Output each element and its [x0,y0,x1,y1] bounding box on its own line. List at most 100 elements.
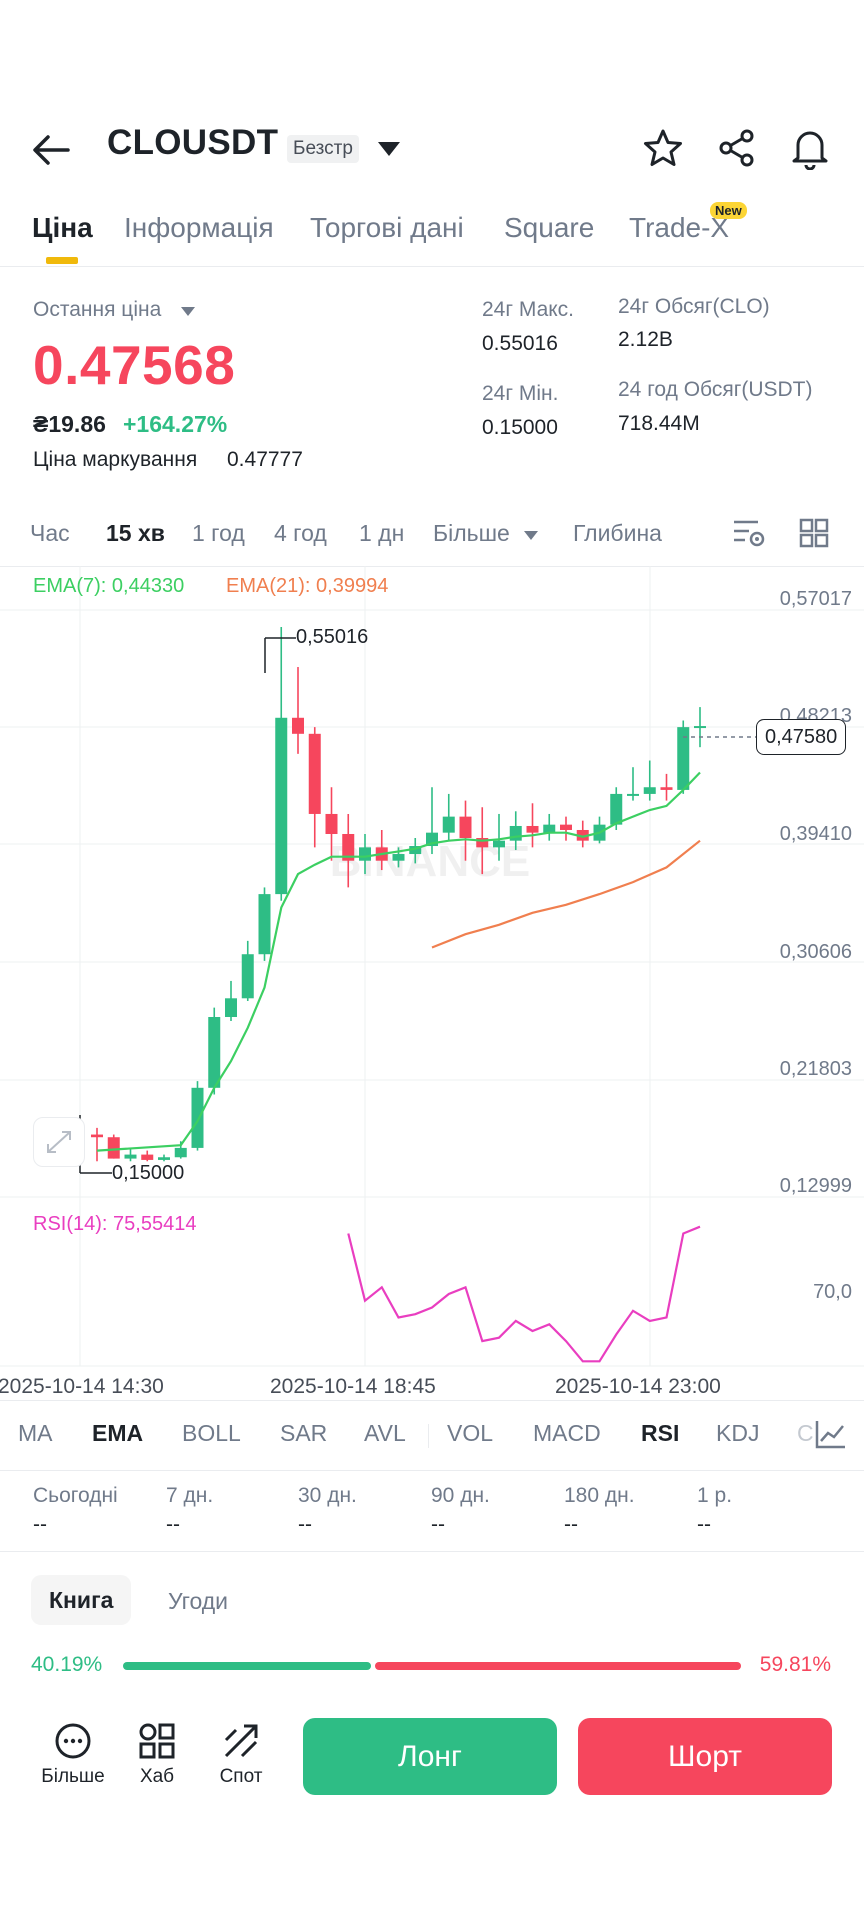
candle [208,1017,221,1088]
candle [543,824,556,833]
candle [225,998,237,1018]
perf-180d-label: 180 дн. [564,1484,635,1507]
last-price: 0.47568 [33,334,236,396]
high-marker-line [264,637,296,673]
timeframe-15m[interactable]: 15 хв [106,520,165,546]
candle [275,717,288,895]
high-24h-label: 24г Макс. [482,298,575,321]
tab-trading-data[interactable]: Торгові дані [310,212,464,243]
last-price-label[interactable]: Остання ціна [33,298,162,321]
mark-price-label: Ціна маркування [33,448,198,471]
timeframe-4h[interactable]: 4 год [274,520,327,546]
spot-icon[interactable] [222,1722,260,1765]
chart-grid [0,566,864,1367]
indicator-sar[interactable]: SAR [280,1420,328,1446]
volume-base-label: 24г Обсяг(CLO) [618,295,770,318]
low-24h-label: 24г Мін. [482,382,559,405]
indicator-kdj[interactable]: KDJ [716,1420,760,1446]
timeframe-1d[interactable]: 1 дн [359,520,405,546]
candle [359,847,371,861]
candle [141,1154,154,1160]
indicator-avl[interactable]: AVL [364,1420,406,1446]
candle [526,825,539,833]
timeframe-1h[interactable]: 1 год [192,520,245,546]
indicator-rsi[interactable]: RSI [641,1420,680,1446]
tab-price[interactable]: Ціна [32,212,93,243]
volume-quote: 718.44M [618,412,700,435]
ema21-line [431,839,701,949]
back-arrow-icon[interactable] [30,130,72,170]
candle [107,1137,120,1159]
high-marker: 0,55016 [296,626,369,648]
symbol-dropdown-icon[interactable] [376,140,402,163]
low-marker: 0,15000 [112,1162,185,1184]
timeframe-time[interactable]: Час [30,520,70,546]
perf-1y-label: 1 р. [697,1484,733,1507]
candles [91,626,706,1162]
contract-type-badge: Безстр [287,135,359,163]
spot-label[interactable]: Спот [219,1766,263,1787]
perf-90d-value: -- [431,1513,445,1536]
candle [576,829,589,841]
ema21-label: EMA(21): 0,39994 [226,575,389,597]
timeframe-more-caret-icon[interactable] [523,528,539,546]
more-label[interactable]: Більше [41,1766,105,1787]
hub-label[interactable]: Хаб [139,1766,175,1787]
candle [560,824,572,830]
hub-icon[interactable] [138,1722,176,1765]
candle [627,793,639,796]
indicator-more[interactable]: C [797,1420,814,1446]
candle [308,733,321,814]
indicator-ema[interactable]: EMA [92,1420,144,1446]
candle [409,846,422,855]
candle [476,838,489,848]
indicator-chart-icon[interactable] [814,1418,848,1455]
timeframe-more[interactable]: Більше [433,520,510,546]
y-tick: 0,12999 [779,1175,852,1197]
x-tick: 2025-10-14 18:45 [270,1375,436,1398]
indicator-ma[interactable]: MA [18,1420,53,1446]
y-tick: 0,57017 [779,588,852,610]
indicator-vol[interactable]: VOL [447,1420,494,1446]
candle [442,816,455,833]
candle [660,787,673,790]
symbol-title[interactable]: CLOUSDT [107,123,279,162]
x-tick: 2025-10-14 23:00 [555,1375,721,1398]
short-button[interactable]: Шорт [578,1718,832,1795]
candle [158,1157,170,1160]
volume-base: 2.12B [618,328,673,351]
candle [241,954,254,999]
favorite-star-icon[interactable] [642,127,684,174]
bell-icon[interactable] [789,126,831,175]
perf-today-value: -- [33,1513,47,1536]
tab-order-book[interactable]: Книга [31,1575,132,1625]
last-price-caret-icon[interactable] [180,304,196,322]
y-tick: 0,39410 [779,823,852,845]
price-chart[interactable]: BINANCE [0,566,864,1396]
perf-90d-label: 90 дн. [431,1484,490,1507]
long-button[interactable]: Лонг [303,1718,557,1795]
chart-settings-icon[interactable] [732,517,766,554]
sell-ratio-bar [375,1662,741,1670]
indicator-boll[interactable]: BOLL [182,1420,241,1446]
tab-trades[interactable]: Угоди [168,1588,229,1614]
high-24h: 0.55016 [482,332,558,355]
indicator-separator [428,1424,429,1448]
layout-grid-icon[interactable] [799,518,829,553]
candle [342,833,355,861]
share-icon[interactable] [716,127,758,174]
new-badge: New [710,202,747,219]
sell-ratio-text: 59.81% [759,1653,831,1676]
current-price-tag: 0,47580 [756,719,847,755]
indicator-macd[interactable]: MACD [533,1420,601,1446]
tab-square[interactable]: Square [504,212,595,243]
candle [325,813,338,834]
perf-30d-value: -- [298,1513,312,1536]
more-icon[interactable] [54,1722,92,1765]
depth-tab[interactable]: Глибина [573,520,662,546]
fullscreen-expand-icon[interactable] [33,1117,85,1167]
x-tick: 2025-10-14 14:30 [0,1375,164,1398]
mark-price: 0.47777 [227,448,303,471]
tab-info[interactable]: Інформація [124,212,274,243]
candle [392,854,405,861]
